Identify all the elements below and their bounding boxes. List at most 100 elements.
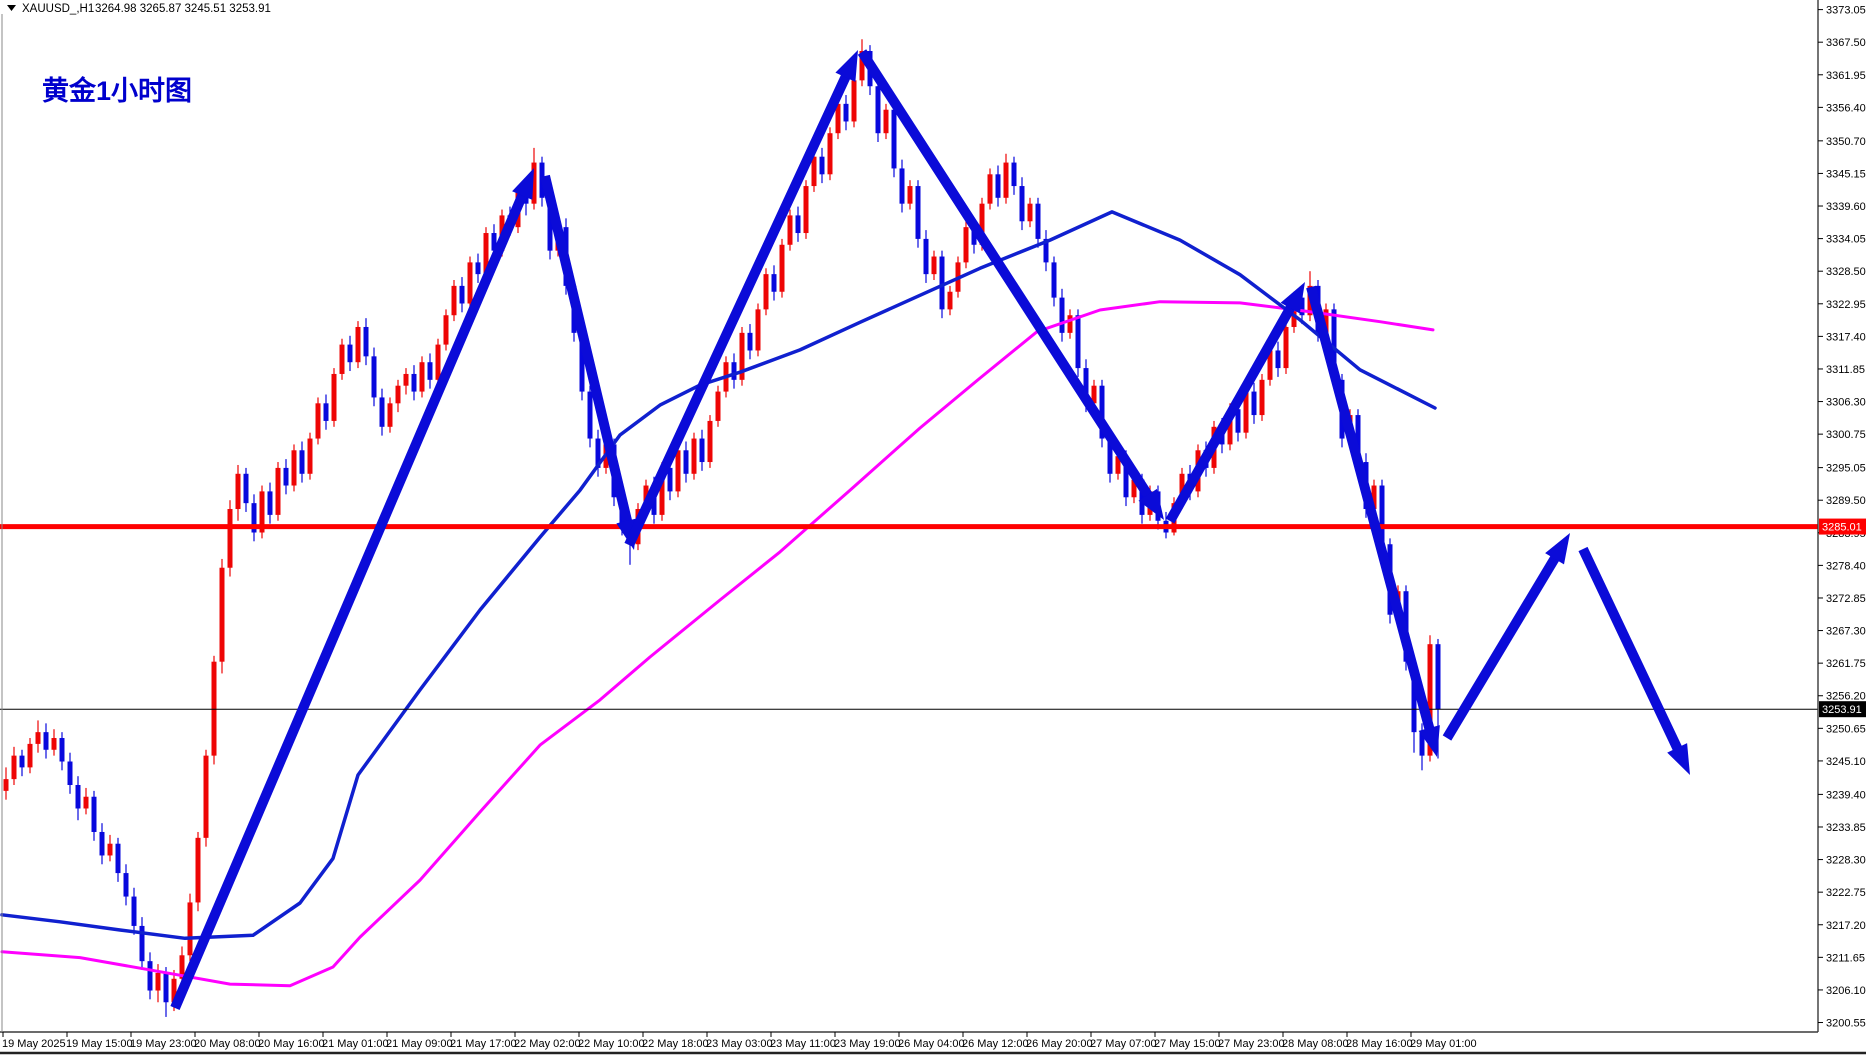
candle <box>707 415 713 468</box>
down-arrow-1[interactable] <box>540 174 638 550</box>
price-tick-label: 3222.75 <box>1826 887 1866 899</box>
candle <box>987 168 993 210</box>
down-arrow-2[interactable] <box>857 49 1164 520</box>
candle-body <box>739 332 745 380</box>
candle-body <box>939 256 945 310</box>
time-tick-label: 20 May 08:00 <box>194 1038 261 1050</box>
candle <box>371 347 377 407</box>
moving-averages-layer <box>0 210 1437 988</box>
candle-body <box>787 215 793 245</box>
price-tick-label: 3356.40 <box>1826 102 1866 114</box>
candle-body <box>683 450 689 474</box>
candle-body <box>931 256 937 275</box>
up-arrow-3[interactable] <box>1165 282 1305 524</box>
slow-ma-line <box>0 300 1435 988</box>
candle-body <box>803 186 809 234</box>
candle <box>851 74 857 128</box>
candle <box>739 326 745 386</box>
candle <box>1275 341 1281 377</box>
candle-body <box>1075 315 1081 369</box>
candle-body <box>1139 479 1145 515</box>
candle-body <box>171 978 177 1003</box>
candle <box>699 429 705 471</box>
trend-arrows-layer <box>170 49 1690 1010</box>
candle-body <box>219 567 225 662</box>
candle <box>163 967 169 1017</box>
current-price-line-tag-box <box>1819 701 1866 718</box>
down-arrow-projection-head <box>1667 743 1690 775</box>
candle-body <box>1379 485 1385 545</box>
time-tick-label: 22 May 10:00 <box>578 1038 645 1050</box>
candle-body <box>979 203 985 245</box>
candle <box>475 253 481 283</box>
price-tick-label: 3217.20 <box>1826 920 1866 932</box>
candle-body <box>1411 661 1417 733</box>
candle <box>291 444 297 492</box>
candle <box>259 485 265 539</box>
price-tick-label: 3350.70 <box>1826 136 1866 148</box>
symbol-dropdown-icon[interactable] <box>7 5 16 11</box>
candle <box>267 482 273 524</box>
candle-body <box>1235 409 1241 433</box>
price-tick-label: 3256.20 <box>1826 691 1866 703</box>
up-arrow-projection[interactable] <box>1442 533 1570 741</box>
price-tick-label: 3306.30 <box>1826 397 1866 409</box>
candle-body <box>675 450 681 492</box>
candle-body <box>339 344 345 374</box>
candle <box>211 655 217 765</box>
candle <box>731 353 737 389</box>
time-tick-label: 19 May 23:00 <box>130 1038 197 1050</box>
candle-body <box>411 373 417 392</box>
candle-body <box>779 244 785 292</box>
candle-body <box>1331 309 1337 380</box>
candle <box>1283 321 1289 374</box>
up-arrow-1[interactable] <box>170 168 534 1010</box>
candle-body <box>987 174 993 204</box>
candle <box>403 368 409 395</box>
candle-body <box>659 467 665 515</box>
candle-body <box>971 227 977 245</box>
candle-body <box>435 344 441 380</box>
candle-body <box>483 233 489 275</box>
candle <box>1043 230 1049 272</box>
chart-title: 黄金1小时图 <box>42 75 192 106</box>
candle-body <box>795 215 801 234</box>
candle <box>283 459 289 495</box>
candle-body <box>147 961 153 991</box>
down-arrow-3[interactable] <box>1306 285 1440 757</box>
price-tick-label: 3289.50 <box>1826 495 1866 507</box>
candle-body <box>899 168 905 204</box>
resistance-line-tag-label: 3285.01 <box>1822 522 1862 534</box>
candle <box>419 356 425 398</box>
candle-body <box>1043 238 1049 263</box>
candle-body <box>163 972 169 1003</box>
candle-body <box>11 755 17 780</box>
candle-body <box>1299 297 1305 316</box>
price-tick-label: 3334.05 <box>1826 234 1866 246</box>
candle <box>443 309 449 351</box>
candle <box>131 887 137 935</box>
candle-body <box>1227 409 1233 445</box>
time-tick-label: 22 May 18:00 <box>642 1038 709 1050</box>
candle <box>763 268 769 316</box>
candle-body <box>211 661 217 756</box>
time-tick-label: 26 May 20:00 <box>1026 1038 1093 1050</box>
candle-body <box>715 391 721 421</box>
candle <box>251 494 257 542</box>
candle-body <box>1275 350 1281 369</box>
price-tick-label: 3345.15 <box>1826 168 1866 180</box>
price-tick-label: 3328.50 <box>1826 266 1866 278</box>
up-arrow-2[interactable] <box>624 50 858 548</box>
candle <box>467 256 473 310</box>
candle-body <box>363 326 369 357</box>
candle-body <box>379 397 385 427</box>
candle <box>43 723 49 759</box>
down-arrow-projection[interactable] <box>1578 546 1690 775</box>
candle-body <box>827 133 833 175</box>
candle-body <box>307 438 313 474</box>
price-axis[interactable]: 3373.05 3367.50 3361.95 3356.40 3350.70 3345.… <box>1818 5 1866 1030</box>
up-arrow-1-shaft <box>170 188 530 1010</box>
